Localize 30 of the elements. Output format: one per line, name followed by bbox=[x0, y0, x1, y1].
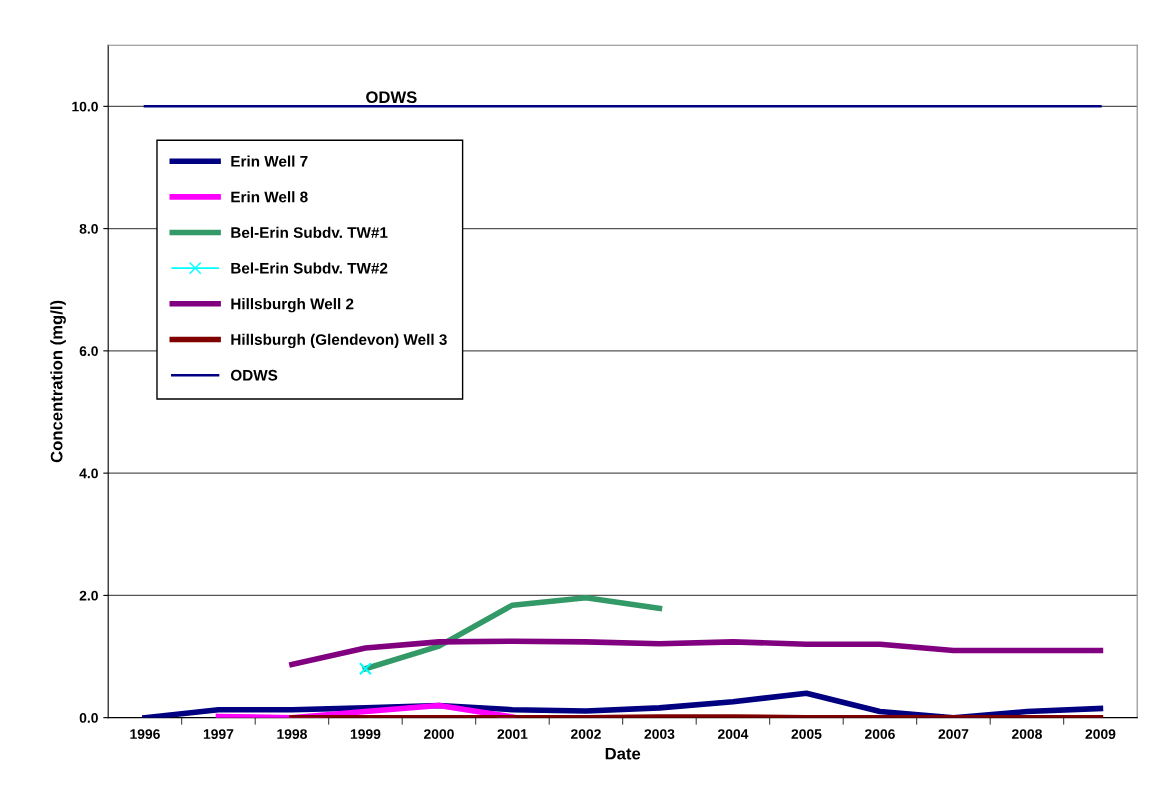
legend-label: Bel-Erin Subdv. TW#1 bbox=[231, 226, 388, 239]
y-tick-label: 6.0 bbox=[79, 346, 98, 357]
y-tick-label: 0.0 bbox=[79, 713, 98, 723]
x-tick-label: 1999 bbox=[350, 729, 381, 739]
x-tick-label: 2002 bbox=[570, 729, 601, 739]
x-tick-label: 2000 bbox=[423, 729, 454, 739]
legend-label: Erin Well 7 bbox=[231, 155, 308, 167]
legend-label: Erin Well 8 bbox=[231, 191, 308, 203]
x-tick-label: 2001 bbox=[497, 729, 528, 739]
x-tick-label: 2005 bbox=[791, 729, 822, 739]
x-tick-label: 1996 bbox=[130, 729, 160, 739]
legend-label: ODWS bbox=[230, 369, 278, 381]
y-axis-title: Concentration (mg/l) bbox=[50, 300, 66, 463]
y-tick-label: 8.0 bbox=[79, 223, 98, 234]
x-tick-label: 2007 bbox=[938, 729, 969, 739]
legend-label: Hillsburgh (Glendevon) Well 3 bbox=[231, 333, 447, 349]
legend-label: Hillsburgh Well 2 bbox=[231, 298, 354, 313]
x-tick-label: 2004 bbox=[717, 729, 749, 739]
x-tick-label: 1998 bbox=[277, 729, 307, 739]
y-tick-label: 4.0 bbox=[79, 468, 98, 479]
annotation: ODWS bbox=[366, 91, 417, 104]
x-tick-label: 2009 bbox=[1085, 729, 1116, 739]
x-tick-label: 2008 bbox=[1011, 729, 1042, 739]
legend-label: Bel-Erin Subdv. TW#2 bbox=[231, 262, 388, 274]
x-tick-label: 2003 bbox=[644, 729, 675, 739]
x-axis-title: Date bbox=[605, 747, 641, 760]
y-tick-label: 10.0 bbox=[72, 101, 98, 112]
y-tick-label: 2.0 bbox=[79, 590, 98, 601]
x-tick-label: 1997 bbox=[203, 729, 234, 739]
x-tick-label: 2006 bbox=[864, 729, 895, 739]
